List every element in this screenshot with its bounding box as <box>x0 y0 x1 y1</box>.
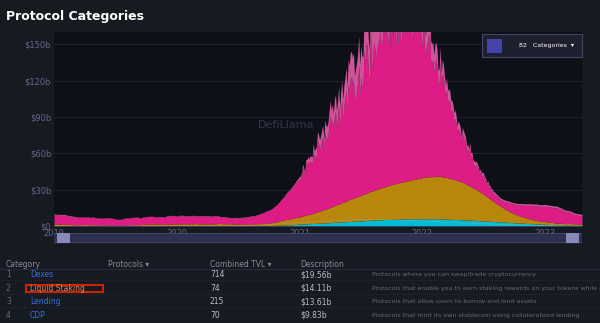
Text: Liquid Staking: Liquid Staking <box>30 284 85 293</box>
Text: Dexes: Dexes <box>30 270 53 279</box>
Text: $14.11b: $14.11b <box>300 284 331 293</box>
Text: 1: 1 <box>6 270 11 279</box>
Text: Protocols ▾: Protocols ▾ <box>108 260 149 269</box>
Text: DefiLlama: DefiLlama <box>258 120 314 130</box>
Text: $13.61b: $13.61b <box>300 297 331 306</box>
Text: $9.83b: $9.83b <box>300 311 326 320</box>
Text: Description: Description <box>300 260 344 269</box>
Text: Protocols where you can swap/trade cryptocurrency: Protocols where you can swap/trade crypt… <box>372 272 536 277</box>
Text: Protocols that allow users to borrow and lend assets: Protocols that allow users to borrow and… <box>372 299 536 304</box>
Text: Category: Category <box>6 260 41 269</box>
Bar <box>56 233 70 243</box>
Text: 215: 215 <box>210 297 224 306</box>
Text: 74: 74 <box>210 284 220 293</box>
Text: Protocols that mint its own stablecoin using collateralized lending: Protocols that mint its own stablecoin u… <box>372 313 580 318</box>
Text: CDP: CDP <box>30 311 46 320</box>
Bar <box>566 233 580 243</box>
Text: Protocol Categories: Protocol Categories <box>6 10 144 23</box>
Text: Protocols that enable you to earn staking rewards on your tokens while also prov: Protocols that enable you to earn stakin… <box>372 286 600 291</box>
Text: 2: 2 <box>6 284 11 293</box>
FancyBboxPatch shape <box>52 234 584 243</box>
Text: 3: 3 <box>6 297 11 306</box>
Text: 714: 714 <box>210 270 224 279</box>
Text: Combined TVL ▾: Combined TVL ▾ <box>210 260 271 269</box>
Text: 4: 4 <box>6 311 11 320</box>
Text: 70: 70 <box>210 311 220 320</box>
Text: Lending: Lending <box>30 297 61 306</box>
Text: $19.56b: $19.56b <box>300 270 331 279</box>
